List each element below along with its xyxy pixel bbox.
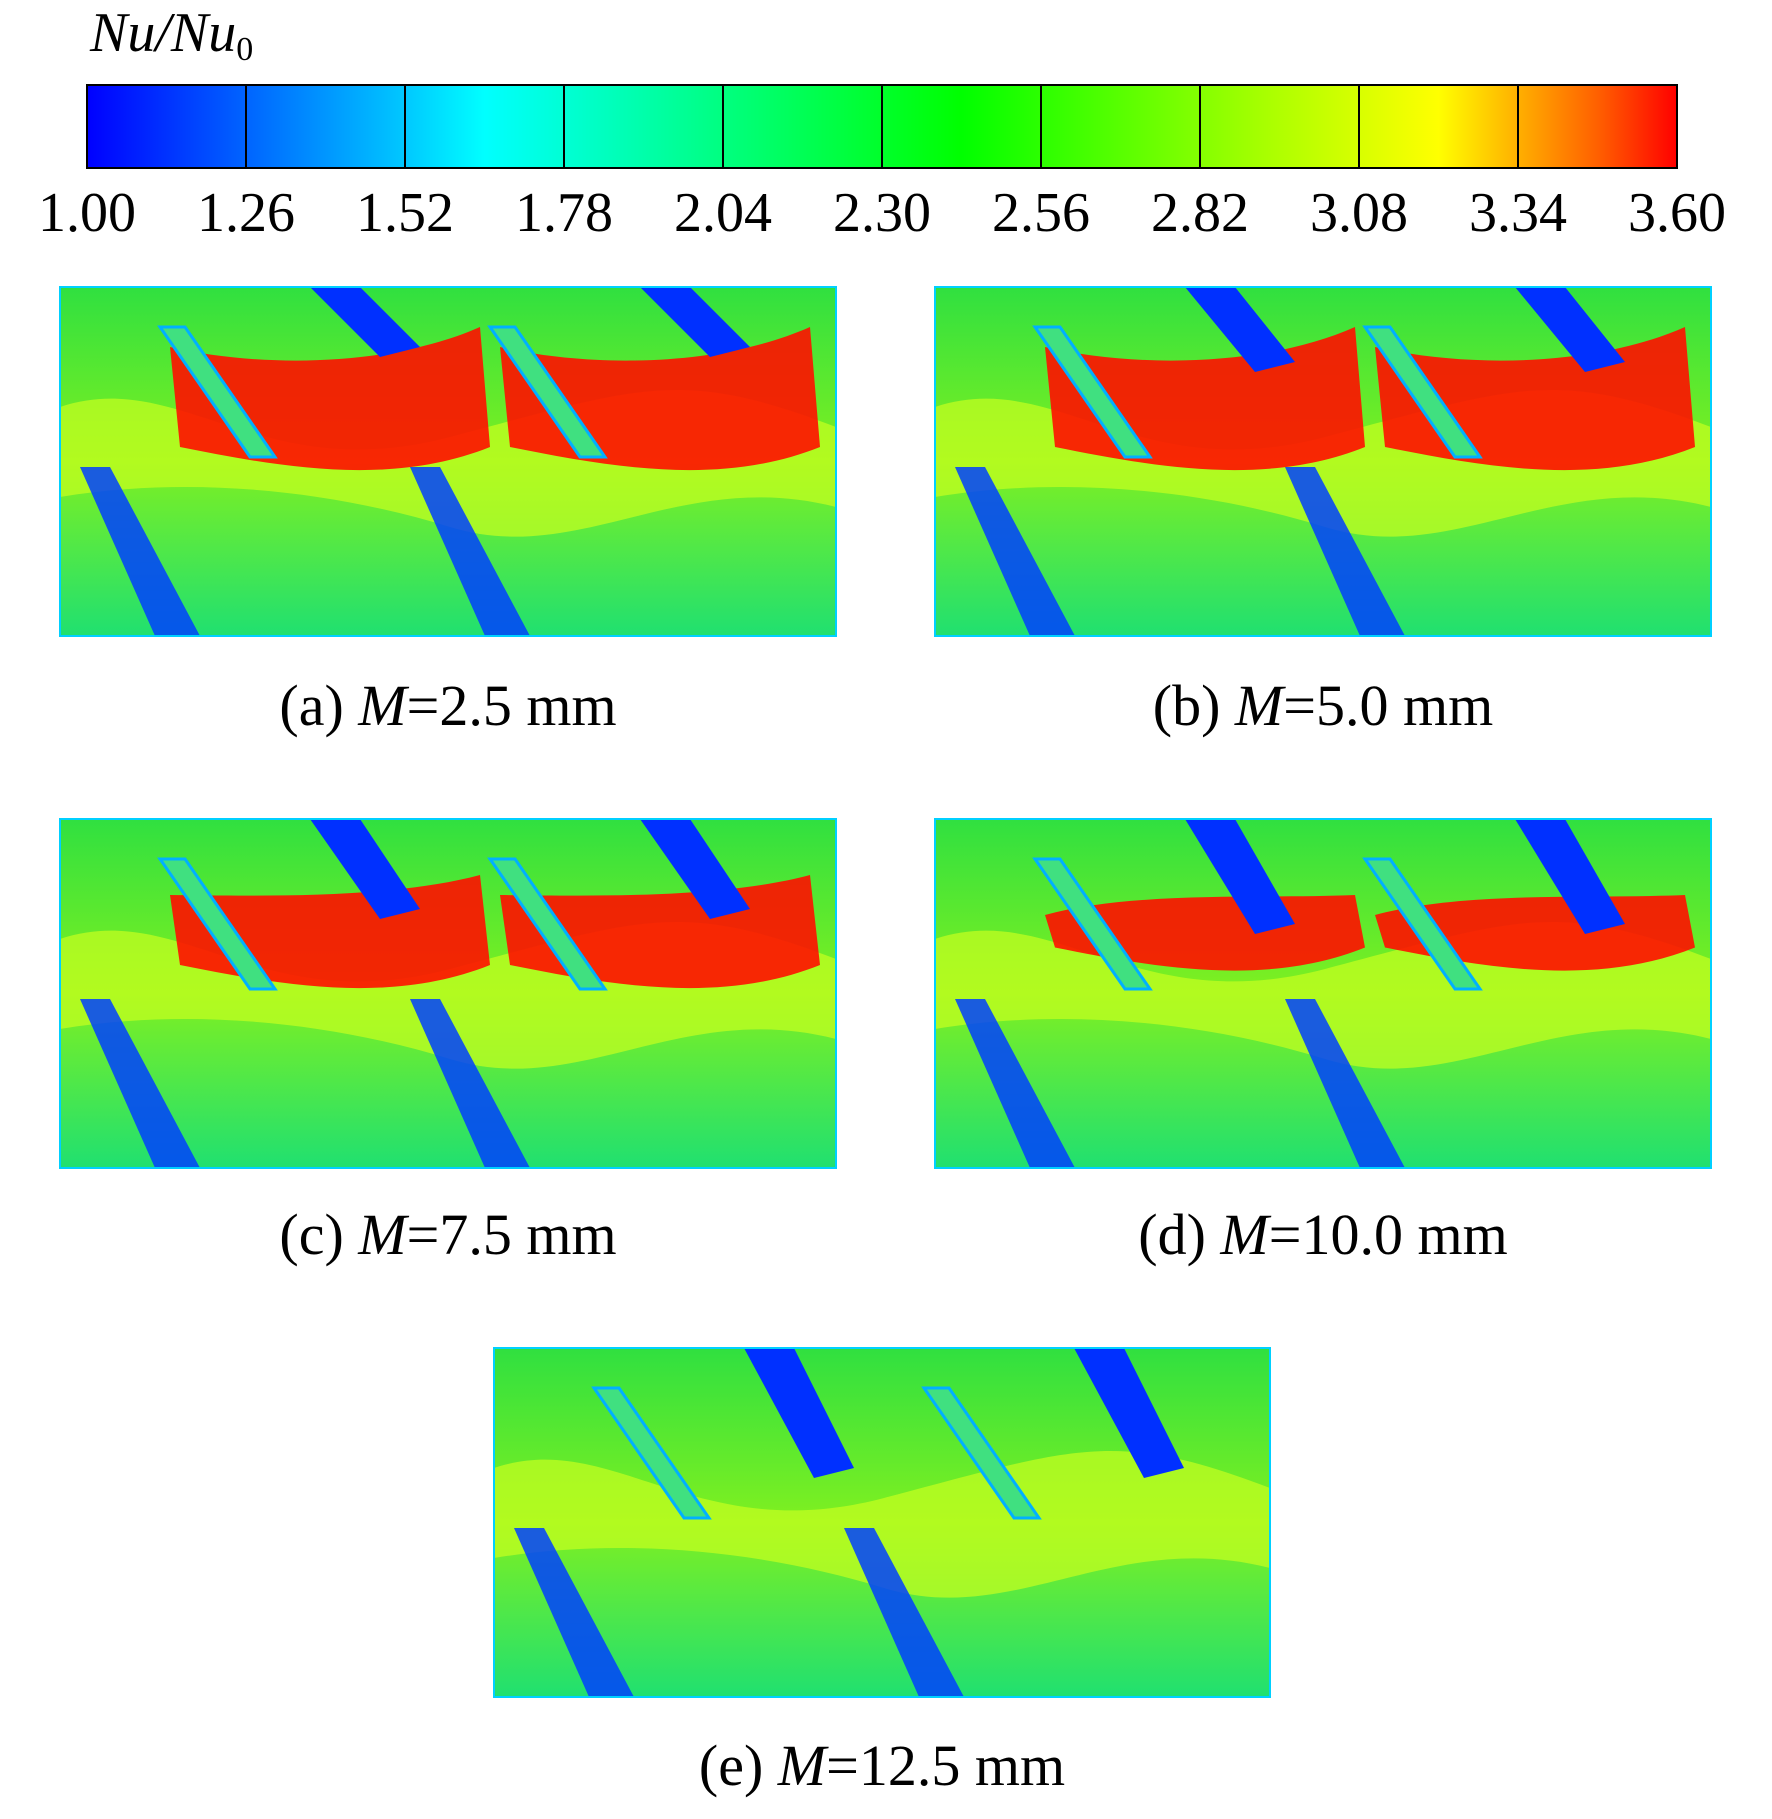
cold-region <box>1074 1348 1184 1478</box>
fin <box>591 1386 712 1520</box>
colorbar-tick-label: 1.26 <box>197 182 295 244</box>
panel-caption: (e) M=12.5 mm <box>699 1733 1065 1798</box>
contour-panel <box>59 818 837 1169</box>
caption-rest: =7.5 mm <box>407 1202 617 1267</box>
fin <box>1032 857 1153 991</box>
cold-region <box>310 819 420 919</box>
cold-region <box>1185 819 1295 934</box>
panel-caption: (a) M=2.5 mm <box>279 673 616 738</box>
caption-rest: =12.5 mm <box>826 1733 1065 1798</box>
caption-variable: M <box>1234 673 1286 738</box>
fin <box>1362 857 1483 991</box>
cold-region <box>410 467 530 636</box>
panel-edge <box>934 818 1712 1169</box>
cold-region <box>310 287 420 357</box>
caption-variable: M <box>357 673 409 738</box>
cold-region <box>514 1528 634 1697</box>
cold-region <box>640 819 750 919</box>
caption-prefix: (b) <box>1153 673 1235 738</box>
colorbar-tick-label: 1.78 <box>515 182 613 244</box>
contour-panel <box>934 818 1712 1169</box>
contour-panel <box>493 1347 1271 1698</box>
cold-region <box>744 1348 854 1478</box>
fin <box>921 1386 1042 1520</box>
cold-region <box>955 999 1075 1168</box>
caption-variable: M <box>357 1202 409 1267</box>
caption-prefix: (e) <box>699 1733 778 1798</box>
contour-panel <box>59 286 837 637</box>
colorbar-tick-label: 2.30 <box>833 182 931 244</box>
panel-edge <box>493 1347 1271 1698</box>
cold-region <box>1285 467 1405 636</box>
caption-variable: M <box>1219 1202 1271 1267</box>
cold-region <box>410 999 530 1168</box>
colorbar-tick-label: 3.60 <box>1628 182 1726 244</box>
cold-region <box>1515 287 1625 372</box>
cold-region <box>640 287 750 357</box>
fin <box>487 857 608 991</box>
colorbar-tick-label: 3.34 <box>1469 182 1567 244</box>
fin <box>157 325 278 459</box>
caption-rest: =2.5 mm <box>407 673 617 738</box>
cold-region <box>80 999 200 1168</box>
panel-edge <box>934 286 1712 637</box>
cold-region <box>1185 287 1295 372</box>
fin <box>487 325 608 459</box>
panel-caption: (d) M=10.0 mm <box>1138 1202 1507 1267</box>
panel-caption: (c) M=7.5 mm <box>279 1202 616 1267</box>
cold-region <box>955 467 1075 636</box>
fin <box>1032 325 1153 459</box>
cold-region <box>844 1528 964 1697</box>
colorbar-tick-label: 2.82 <box>1151 182 1249 244</box>
colorbar-tick-label: 2.56 <box>992 182 1090 244</box>
panel-edge <box>59 286 837 637</box>
caption-rest: =10.0 mm <box>1269 1202 1508 1267</box>
caption-prefix: (c) <box>279 1202 358 1267</box>
cold-region <box>80 467 200 636</box>
cold-region <box>1285 999 1405 1168</box>
cold-region <box>1515 819 1625 934</box>
caption-prefix: (d) <box>1138 1202 1220 1267</box>
colorbar-title: Nu/Nu0 <box>89 2 253 68</box>
contour-band <box>494 1450 1270 1598</box>
colorbar-tick-label: 3.08 <box>1310 182 1408 244</box>
panel-caption: (b) M=5.0 mm <box>1153 673 1493 738</box>
fin <box>1362 325 1483 459</box>
colorbar-tick-label: 2.04 <box>674 182 772 244</box>
panel-edge <box>59 818 837 1169</box>
contour-panel <box>934 286 1712 637</box>
caption-rest: =5.0 mm <box>1283 673 1493 738</box>
caption-variable: M <box>777 1733 829 1798</box>
fin <box>157 857 278 991</box>
caption-prefix: (a) <box>279 673 358 738</box>
colorbar-tick-label: 1.52 <box>356 182 454 244</box>
colorbar-tick-label: 1.00 <box>38 182 136 244</box>
